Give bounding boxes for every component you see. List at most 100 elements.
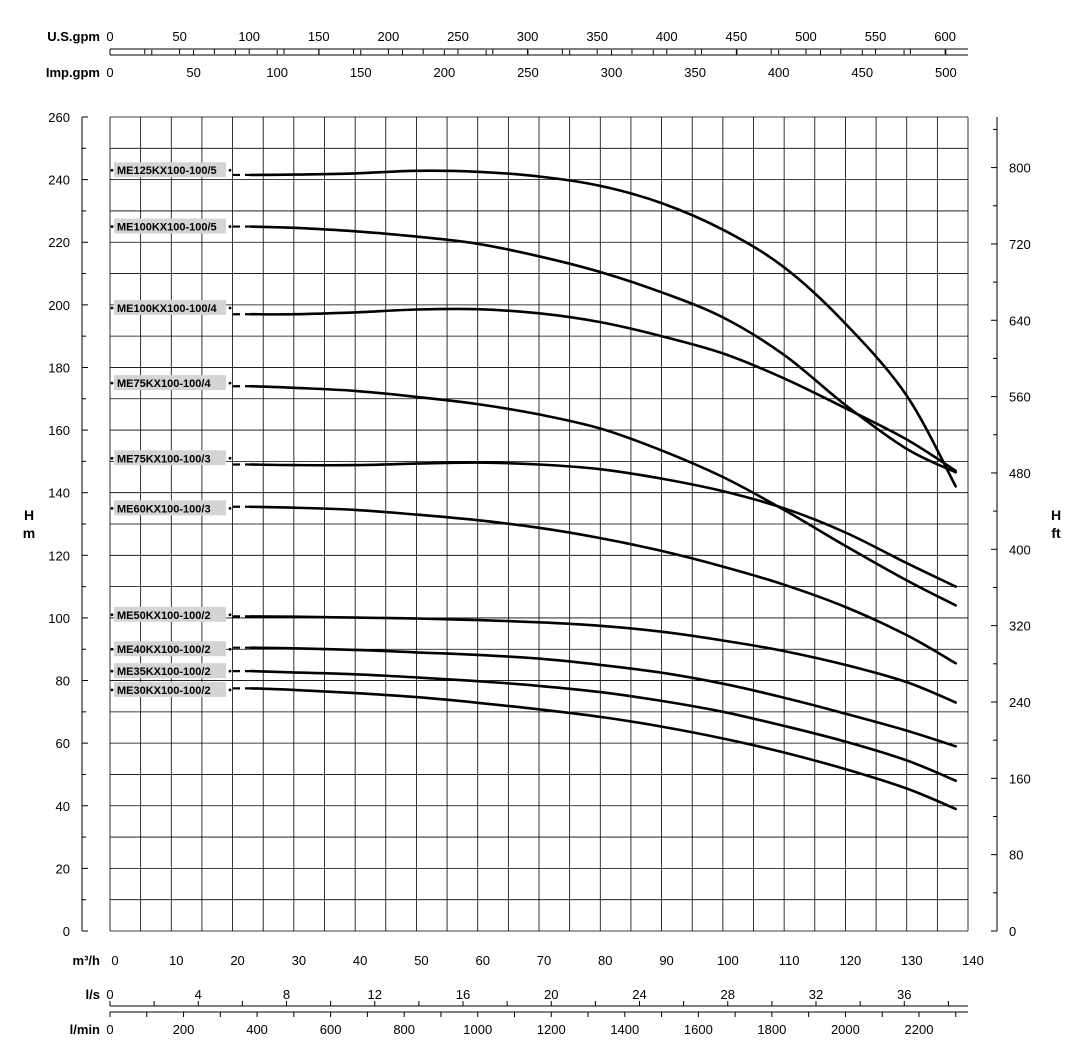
left-axis-tick-label: 0 [63,924,70,939]
series-label: ME125KX100-100/5 [117,165,217,177]
left-axis-tick-label: 260 [48,110,70,125]
series-label-dot [228,669,232,673]
series-label-dot [110,669,114,673]
m3h-axis-label: 80 [598,953,612,968]
series-label-dot [228,456,232,460]
left-axis-tick-label: 240 [48,173,70,188]
series-label-background [114,681,226,697]
ls-scale-label: 20 [544,987,558,1002]
series-label: ME35KX100-100/2 [117,666,211,678]
lmin-scale-label: 1200 [537,1022,566,1037]
ls-scale-label: 36 [897,987,911,1002]
m3h-axis-label: 50 [414,953,428,968]
right-axis-tick-label: 80 [1009,848,1023,863]
series-label-dot [228,688,232,692]
us-gpm-scale-label: 600 [934,29,956,44]
left-axis-tick-label: 40 [56,799,70,814]
series-label-dot [110,456,114,460]
m3h-axis-label: 100 [717,953,739,968]
left-axis-tick-label: 220 [48,235,70,250]
m3h-axis-label: 130 [901,953,923,968]
us-gpm-scale-label: 150 [308,29,330,44]
performance-curve [249,169,957,488]
lmin-scale-label: 1800 [757,1022,786,1037]
m3h-axis-label: 120 [840,953,862,968]
m3h-axis-label: 30 [292,953,306,968]
imp-gpm-scale-label: 200 [433,65,455,80]
performance-curve [249,225,957,474]
series-label: ME30KX100-100/2 [117,685,211,697]
us-gpm-scale-label: 500 [795,29,817,44]
series-label-dot [228,613,232,617]
series-label-background [114,641,226,657]
right-axis-unit: ft [1051,525,1061,541]
performance-curve [249,505,957,665]
performance-curve [249,615,957,704]
imp-gpm-scale-label: 350 [684,65,706,80]
series-label-dot [110,506,114,510]
us-gpm-scale-label: 400 [656,29,678,44]
imp-gpm-scale-label: 150 [350,65,372,80]
us-gpm-scale-label: 550 [865,29,887,44]
left-axis-tick-label: 80 [56,674,70,689]
series-label: ME100KX100-100/4 [117,303,218,315]
performance-curve [249,307,957,473]
m3h-axis-label: 0 [111,953,118,968]
series-label-dot [228,381,232,385]
us-gpm-scale-label: 350 [586,29,608,44]
imp-gpm-scale-label: 100 [266,65,288,80]
m3h-axis-label: 20 [230,953,244,968]
ls-scale-label: 16 [456,987,470,1002]
m3h-axis-label: 110 [779,953,800,968]
imp-gpm-scale-label: 0 [106,65,113,80]
ls-scale-label: 28 [721,987,735,1002]
lmin-scale-label: 1000 [463,1022,492,1037]
series-label-dot [228,647,232,651]
us-gpm-scale-unit: U.S.gpm [47,29,100,44]
ls-scale-label: 24 [632,987,646,1002]
us-gpm-scale-label: 300 [517,29,539,44]
imp-gpm-scale-label: 500 [935,65,957,80]
left-axis-unit: m [23,525,35,541]
lmin-scale-label: 2000 [831,1022,860,1037]
right-axis-tick-label: 160 [1009,771,1031,786]
lmin-scale-label: 800 [393,1022,415,1037]
series-label-dot [110,647,114,651]
series-label: ME100KX100-100/5 [117,222,217,234]
series-label: ME60KX100-100/3 [117,503,211,515]
lmin-scale-label: 0 [106,1022,113,1037]
grid-layer [109,116,969,932]
us-gpm-scale-label: 0 [106,29,113,44]
imp-gpm-scale-label: 300 [601,65,623,80]
lmin-scale-label: 1600 [684,1022,713,1037]
lmin-scale-unit: l/min [70,1022,100,1037]
imp-gpm-scale-label: 250 [517,65,539,80]
lmin-scale-label: 400 [246,1022,268,1037]
series-labels-layer: ME125KX100-100/5 ME100KX100-100/5 ME100KX1… [110,162,232,697]
left-axis-tick-label: 100 [48,611,70,626]
ls-scale-label: 12 [368,987,382,1002]
left-axis-tick-label: 120 [48,548,70,563]
m3h-axis-label: 70 [537,953,551,968]
ls-scale-label: 8 [283,987,290,1002]
left-axis-tick-label: 140 [48,486,70,501]
series-label: ME50KX100-100/2 [117,610,211,622]
series-label: ME75KX100-100/4 [117,378,211,390]
right-axis-tick-label: 480 [1009,466,1031,481]
us-gpm-scale-label: 50 [172,29,186,44]
imp-gpm-scale-label: 50 [186,65,200,80]
series-label: ME40KX100-100/2 [117,644,211,656]
m3h-axis-label: 10 [169,953,183,968]
series-label-dot [110,613,114,617]
ls-scale-label: 4 [195,987,202,1002]
right-axis-tick-label: 240 [1009,695,1031,710]
imp-gpm-scale-label: 400 [768,65,790,80]
m3h-axis-label: 140 [962,953,984,968]
series-label-dot [228,306,232,310]
right-axis-tick-label: 720 [1009,237,1031,252]
performance-curve [249,669,957,782]
performance-curve [249,646,957,748]
right-axis-tick-label: 640 [1009,313,1031,328]
series-label-background [114,218,226,234]
